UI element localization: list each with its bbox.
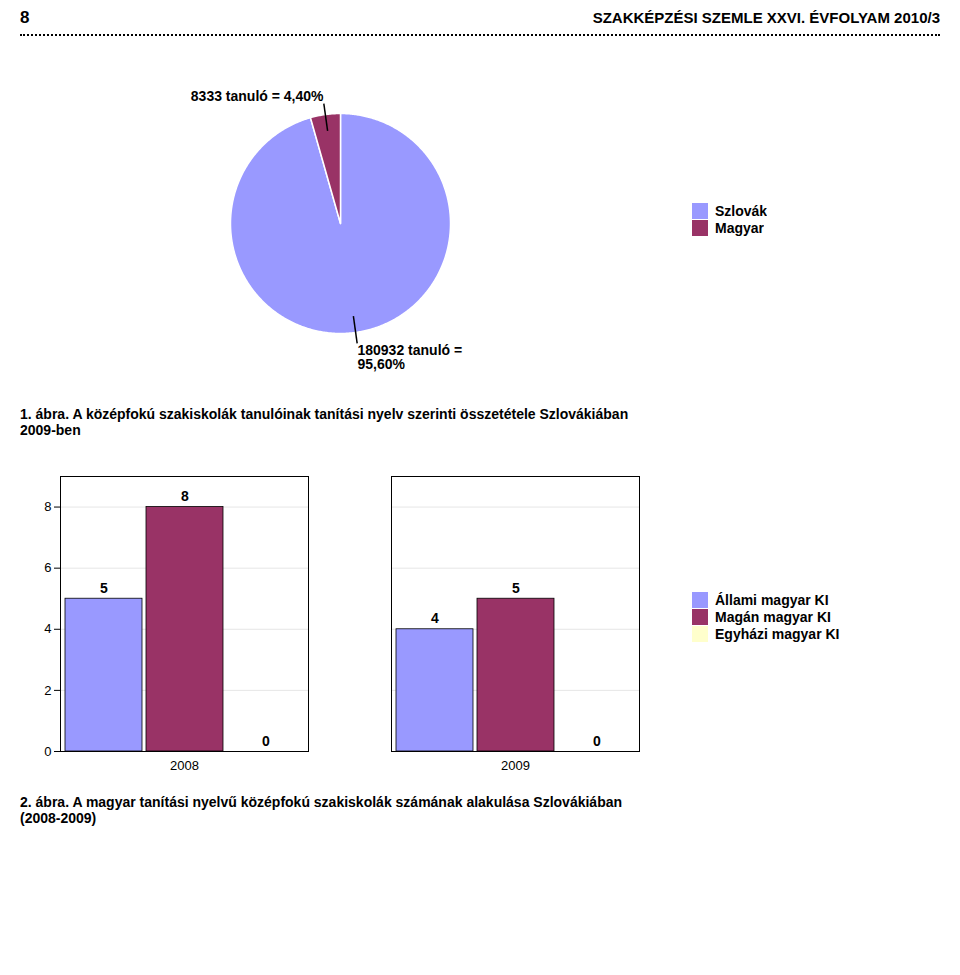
html-text:8: 8 bbox=[20, 8, 30, 27]
html-text:SZAKKÉPZÉSI SZEMLE XXVI. ÉVFOL: SZAKKÉPZÉSI SZEMLE XXVI. ÉVFOLYAM 2010/3 bbox=[592, 9, 940, 26]
svg-text:5: 5 bbox=[512, 580, 520, 596]
html-text:Magán magyar KI: Magán magyar KI bbox=[715, 609, 831, 625]
svg-text:180932 tanuló =95,60%: 180932 tanuló =95,60% bbox=[357, 342, 462, 372]
svg-text:4: 4 bbox=[431, 610, 439, 626]
html-text:Szlovák: Szlovák bbox=[715, 202, 768, 219]
svg-text:8: 8 bbox=[44, 499, 51, 514]
svg-text:2009: 2009 bbox=[501, 758, 530, 773]
svg-text:2008: 2008 bbox=[170, 758, 199, 773]
svg-text:8: 8 bbox=[181, 488, 189, 504]
svg-text:5: 5 bbox=[100, 580, 108, 596]
svg-text:4: 4 bbox=[44, 621, 51, 636]
html-text:2. ábra. A magyar tanítási nye: 2. ábra. A magyar tanítási nyelvű középf… bbox=[20, 794, 622, 826]
html-text:Egyházi magyar KI: Egyházi magyar KI bbox=[715, 626, 840, 642]
html-text:Magyar: Magyar bbox=[715, 219, 764, 236]
svg-text:6: 6 bbox=[44, 560, 51, 575]
html-text:Állami magyar KI: Állami magyar KI bbox=[715, 592, 829, 608]
svg-text:0: 0 bbox=[262, 733, 270, 749]
svg-text:0: 0 bbox=[44, 744, 51, 759]
svg-text:2: 2 bbox=[44, 683, 51, 698]
svg-text:0: 0 bbox=[593, 733, 601, 749]
svg-text:8333 tanuló = 4,40%: 8333 tanuló = 4,40% bbox=[191, 88, 324, 104]
html-text:1. ábra. A középfokú szakiskol: 1. ábra. A középfokú szakiskolák tanulói… bbox=[20, 406, 629, 438]
